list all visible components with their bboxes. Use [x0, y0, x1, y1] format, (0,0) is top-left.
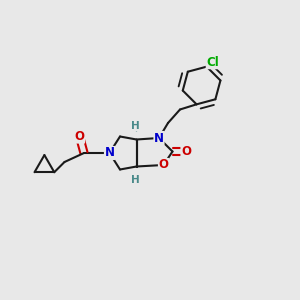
- Text: O: O: [181, 145, 191, 158]
- Text: O: O: [158, 158, 169, 172]
- Text: O: O: [74, 130, 85, 143]
- Text: H: H: [130, 175, 140, 185]
- Text: N: N: [104, 146, 115, 160]
- Text: N: N: [154, 131, 164, 145]
- Text: H: H: [130, 121, 140, 131]
- Text: Cl: Cl: [206, 56, 219, 69]
